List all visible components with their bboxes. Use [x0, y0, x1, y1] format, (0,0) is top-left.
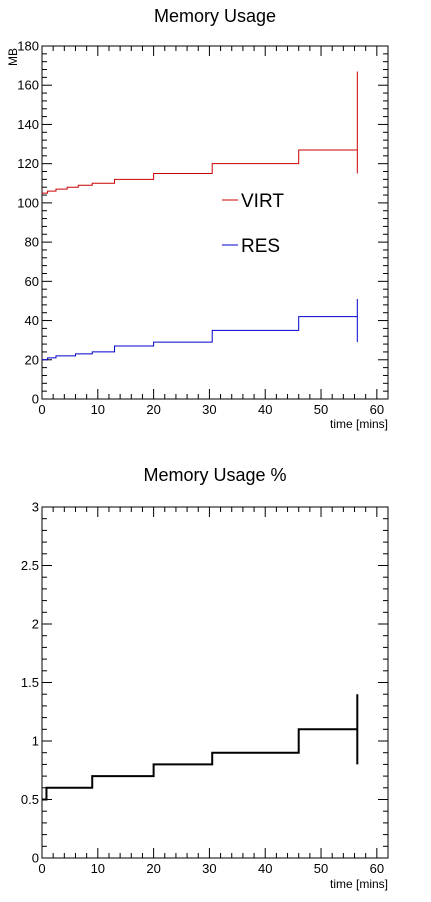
x-tick-label: 40: [258, 402, 272, 417]
y-tick-label: 0.5: [21, 792, 39, 807]
y-tick-label: 40: [25, 313, 39, 328]
y-tick-label: 1.5: [21, 675, 39, 690]
y-axis-label: MB: [6, 48, 20, 66]
x-tick-label: 60: [370, 861, 384, 876]
plot-frame: [41, 45, 389, 400]
y-tick-label: 2: [32, 617, 39, 632]
y-tick-label: 120: [17, 156, 39, 171]
x-tick-label: 20: [146, 861, 160, 876]
y-tick-label: 100: [17, 195, 39, 210]
y-tick-label: 180: [17, 39, 39, 54]
y-tick-label: 0: [32, 392, 39, 407]
x-axis-label: time [mins]: [330, 877, 388, 891]
x-tick-label: 60: [370, 402, 384, 417]
chart-title: Memory Usage: [154, 6, 276, 26]
x-tick-label: 40: [258, 861, 272, 876]
y-tick-label: 160: [17, 78, 39, 93]
y-tick-label: 3: [32, 500, 39, 515]
x-tick-label: 10: [91, 861, 105, 876]
y-tick-label: 20: [25, 352, 39, 367]
x-tick-label: 0: [38, 402, 45, 417]
x-tick-label: 50: [314, 402, 328, 417]
chart-title: Memory Usage %: [143, 465, 286, 485]
x-tick-label: 30: [202, 861, 216, 876]
x-tick-label: 0: [38, 861, 45, 876]
series-line: [42, 728, 358, 801]
memory-usage-percent-chart: Memory Usage % 0 10 20 30 40 50 60 0 0.5 1 1.5 2 2.5…: [21, 465, 389, 891]
plot-frame: [41, 506, 389, 859]
y-tick-label: 80: [25, 235, 39, 250]
y-tick-label: 0: [32, 851, 39, 866]
legend-label-res: RES: [241, 236, 280, 257]
series-group: [42, 694, 359, 801]
y-tick-label: 140: [17, 117, 39, 132]
series-line: [42, 316, 358, 361]
y-tick-label: 60: [25, 274, 39, 289]
legend: VIRT RES: [222, 191, 284, 257]
series-line: [42, 149, 358, 194]
memory-usage-chart: Memory Usage 0 10 20 30 40 50 60 0 20 40 60 80 100 12…: [6, 6, 389, 431]
y-tick-label: 1: [32, 734, 39, 749]
x-tick-label: 50: [314, 861, 328, 876]
legend-label-virt: VIRT: [241, 191, 284, 212]
axis-ticks: 0 10 20 30 40 50 60 0 20 40 60 80 100 120 140 160 180: [17, 39, 389, 417]
y-tick-label: 2.5: [21, 558, 39, 573]
x-tick-label: 20: [146, 402, 160, 417]
x-tick-label: 30: [202, 402, 216, 417]
series-group: [42, 71, 358, 361]
axis-ticks: 0 10 20 30 40 50 60 0 0.5 1 1.5 2 2.5 3: [21, 500, 389, 876]
x-axis-label: time [mins]: [330, 417, 388, 431]
x-tick-label: 10: [91, 402, 105, 417]
